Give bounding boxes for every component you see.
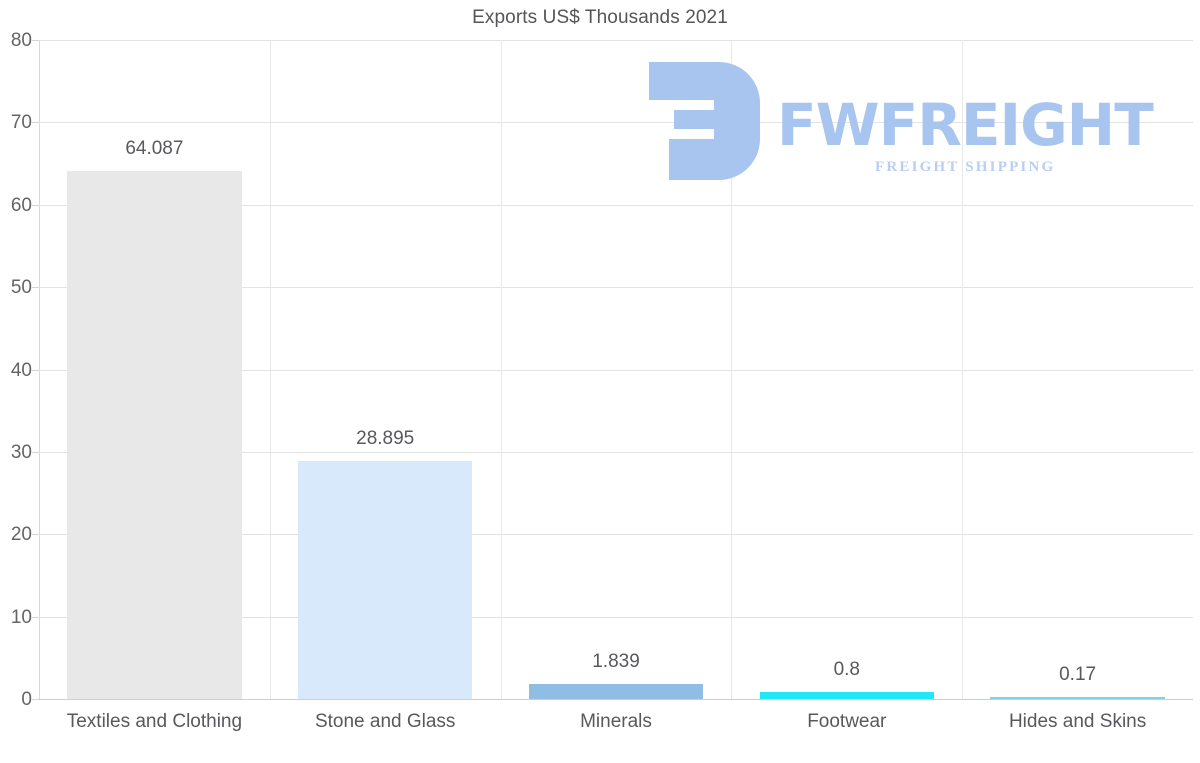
y-axis-tick-label: 10 — [10, 606, 32, 628]
bar-value-label: 28.895 — [356, 427, 415, 449]
gridline-horizontal — [39, 40, 1193, 41]
bar-value-label: 0.17 — [1059, 664, 1097, 685]
bar[interactable] — [67, 171, 242, 699]
gridline-horizontal — [39, 534, 1193, 536]
bar[interactable] — [528, 683, 704, 699]
bar[interactable] — [759, 692, 934, 699]
gridline-horizontal — [39, 204, 1193, 206]
gridline-horizontal — [39, 451, 1193, 453]
y-axis-tick-label: 30 — [10, 441, 32, 463]
plot-area: 64.087 28.895 1.839 0.8 0.17 — [39, 40, 1193, 699]
gridline-vertical — [962, 40, 963, 699]
y-axis-tick-label: 20 — [10, 524, 32, 546]
gridline-horizontal — [39, 122, 1193, 124]
y-axis-tick-mark — [32, 616, 39, 618]
x-axis-line — [39, 699, 1193, 700]
y-axis-tick-mark — [32, 699, 39, 700]
gridline-vertical — [501, 40, 502, 699]
x-axis-tick-label: Textiles and Clothing — [66, 711, 243, 732]
y-axis-tick-mark — [32, 122, 39, 124]
y-axis-tick-mark — [32, 40, 39, 41]
y-axis-tick-label: 60 — [10, 194, 32, 216]
y-axis-tick-label: 40 — [10, 359, 32, 381]
bar-value-label: 64.087 — [125, 138, 184, 160]
bar-value-label: 1.839 — [592, 650, 640, 672]
gridline-horizontal — [39, 287, 1193, 289]
gridline-vertical — [731, 40, 732, 699]
gridline-vertical — [270, 40, 271, 699]
y-axis-tick-label: 80 — [10, 30, 32, 51]
y-axis-tick-mark — [32, 534, 39, 536]
y-axis-tick-mark — [32, 287, 39, 289]
y-axis-tick-mark — [32, 369, 39, 371]
chart-title: Exports US$ Thousands 2021 — [472, 7, 728, 28]
x-axis-tick-label: Hides and Skins — [1008, 711, 1147, 732]
gridline-horizontal — [39, 616, 1193, 618]
y-axis-tick-mark — [32, 204, 39, 206]
bar[interactable] — [298, 460, 473, 699]
y-axis-tick-label: 70 — [10, 112, 32, 134]
gridline-horizontal — [39, 369, 1193, 371]
x-axis-tick-label: Footwear — [807, 711, 887, 732]
x-axis-tick-label: Stone and Glass — [314, 711, 456, 732]
y-axis-tick-label: 50 — [10, 277, 32, 299]
y-axis-tick-label: 0 — [21, 689, 32, 710]
bar-value-label: 0.8 — [833, 659, 860, 681]
bar[interactable] — [990, 697, 1165, 699]
x-axis-tick-label: Minerals — [580, 711, 652, 732]
y-axis-tick-mark — [32, 451, 39, 453]
